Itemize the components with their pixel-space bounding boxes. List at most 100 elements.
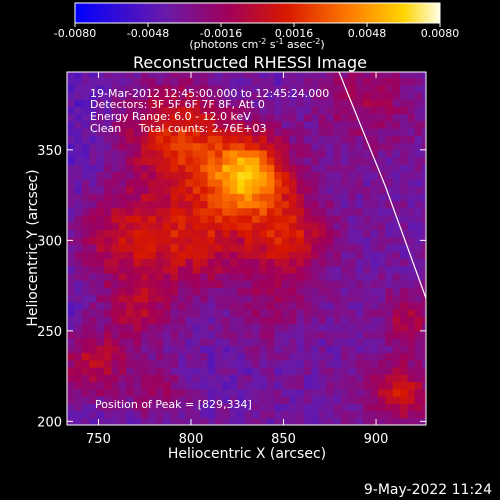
heatmap-cell [229,396,238,404]
heatmap-cell [200,149,209,158]
heatmap-cell [118,120,127,129]
heatmap-cell [237,229,246,238]
heatmap-cell [252,229,261,238]
heatmap-cell [96,367,105,375]
heatmap-cell [96,142,105,151]
heatmap-cell [326,367,335,375]
heatmap-cell [185,294,194,303]
heatmap-cell [414,91,423,100]
heatmap-cell [333,84,342,93]
heatmap-cell [303,215,312,223]
heatmap-cell [259,272,268,281]
heatmap-cell [363,287,372,296]
heatmap-cell [259,403,268,412]
heatmap-cell [318,99,327,107]
heatmap-cell [385,374,394,383]
heatmap-cell [296,72,305,78]
heatmap-cell [118,193,127,202]
heatmap-cell [274,316,283,325]
heatmap-cell [229,345,238,354]
heatmap-cell [178,113,186,122]
heatmap-cell [311,244,320,252]
heatmap-cell [81,374,90,383]
heatmap-cell [126,149,135,158]
heatmap-cell [259,396,268,404]
heatmap-cell [355,316,364,325]
heatmap-cell [118,359,127,368]
heatmap-cell [348,135,357,144]
heatmap-cell [207,229,216,238]
heatmap-cell [74,215,83,223]
heatmap-cell [363,396,372,404]
heatmap-cell [215,338,223,346]
heatmap-cell [67,99,75,107]
heatmap-cell [414,84,423,93]
heatmap-cell [407,417,416,425]
heatmap-cell [422,229,426,238]
heatmap-cell [192,403,201,412]
heatmap-cell [104,178,112,187]
heatmap-cell [414,374,423,383]
heatmap-cell [170,244,179,252]
heatmap-cell [89,222,98,231]
heatmap-cell [163,186,172,194]
heatmap-cell [392,178,401,187]
x-tick-label: 750 [86,432,111,447]
heatmap-cell [104,229,112,238]
heatmap-cell [170,338,179,346]
heatmap-cell [363,338,372,346]
heatmap-cell [67,207,75,216]
heatmap-cell [422,142,426,151]
heatmap-cell [318,135,327,144]
heatmap-cell [296,294,305,303]
heatmap-cell [259,149,268,158]
heatmap-cell [289,178,298,187]
footer-date: 9-May-2022 11:24 [363,482,492,498]
heatmap-cell [192,294,201,303]
heatmap-cell [377,171,386,180]
heatmap-cell [200,396,209,404]
heatmap-cell [141,99,149,107]
heatmap-cell [244,258,253,267]
heatmap-cell [244,186,253,194]
heatmap-cell [133,287,142,296]
heatmap-cell [289,396,298,404]
heatmap-cell [104,417,112,425]
heatmap-cell [274,345,283,354]
heatmap-cell [111,323,120,332]
heatmap-cell [126,128,135,136]
heatmap-cell [281,106,290,115]
heatmap-cell [414,301,423,310]
heatmap-cell [296,178,305,187]
heatmap-cell [422,301,426,310]
heatmap-cell [266,215,275,223]
heatmap-cell [229,272,238,281]
heatmap-cell [222,258,231,267]
heatmap-cell [400,417,409,425]
heatmap-cell [274,272,283,281]
heatmap-cell [67,352,75,361]
heatmap-cell [244,91,253,100]
heatmap-cell [141,178,149,187]
heatmap-cell [407,222,416,231]
heatmap-cell [303,272,312,281]
heatmap-cell [348,367,357,375]
heatmap-cell [370,244,379,252]
heatmap-cell [348,301,357,310]
heatmap-cell [244,135,253,144]
heatmap-cell [200,316,209,325]
heatmap-cell [392,287,401,296]
heatmap-cell [414,272,423,281]
heatmap-cell [141,106,149,115]
heatmap-cell [407,135,416,144]
heatmap-cell [252,178,261,187]
heatmap-cell [215,193,223,202]
heatmap-cell [178,84,186,93]
heatmap-cell [377,186,386,194]
heatmap-cell [318,374,327,383]
heatmap-cell [170,280,179,288]
heatmap-cell [111,200,120,209]
heatmap-cell [96,106,105,115]
heatmap-cell [67,142,75,151]
heatmap-cell [229,215,238,223]
